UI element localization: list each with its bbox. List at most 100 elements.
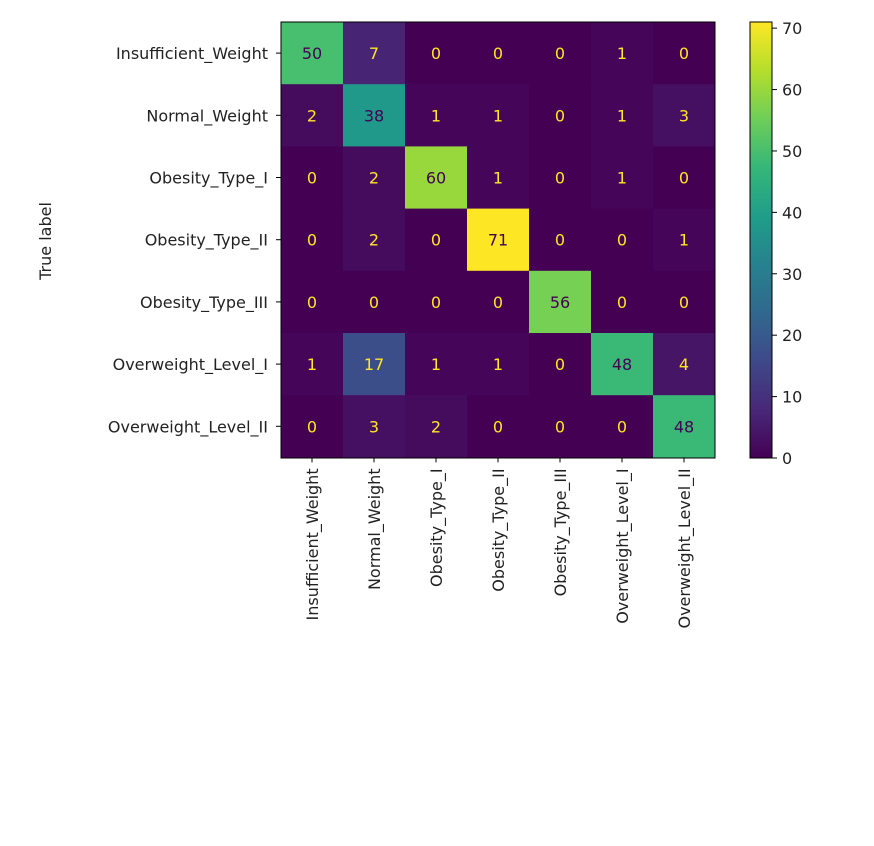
matrix-cell — [653, 146, 716, 210]
x-tick-label: Insufficient_Weight — [303, 468, 323, 620]
colorbar-tick-label: 40 — [782, 203, 802, 222]
cell-value-label: 7 — [369, 44, 379, 63]
matrix-cell — [405, 270, 468, 334]
matrix-cell — [529, 146, 592, 210]
matrix-cell — [591, 22, 654, 85]
matrix-cell — [405, 333, 468, 396]
matrix-cell — [343, 146, 406, 210]
cell-value-label: 4 — [679, 355, 689, 374]
x-tick-label: Overweight_Level_I — [613, 468, 633, 623]
colorbar-tick-label: 20 — [782, 326, 802, 345]
matrix-cell — [467, 22, 530, 85]
cell-value-label: 2 — [307, 106, 317, 125]
matrix-cell — [405, 84, 468, 147]
cell-value-label: 1 — [617, 106, 627, 125]
cell-value-label: 0 — [555, 355, 565, 374]
cell-value-label: 3 — [679, 106, 689, 125]
matrix-cell — [281, 22, 344, 85]
x-tick-label: Obesity_Type_III — [551, 468, 571, 596]
matrix-cell — [591, 270, 654, 334]
matrix-cell — [591, 208, 654, 272]
cell-value-label: 0 — [493, 293, 503, 312]
colorbar-ticks: 0 10 20 30 40 50 60 70 — [772, 19, 802, 468]
matrix-cell — [343, 22, 406, 85]
matrix-cell — [281, 395, 344, 458]
matrix-cell — [281, 208, 344, 272]
cell-value-label: 3 — [369, 417, 379, 436]
matrix-cell — [653, 395, 716, 458]
matrix-cell — [405, 208, 468, 272]
matrix-cell — [653, 84, 716, 147]
cell-value-label: 48 — [612, 355, 632, 374]
matrix-cell — [467, 208, 530, 272]
matrix-cell — [591, 84, 654, 147]
cell-value-label: 1 — [617, 169, 627, 188]
cell-value-label: 0 — [555, 417, 565, 436]
colorbar-tick-label: 30 — [782, 265, 802, 284]
y-tick-label: Obesity_Type_III — [140, 293, 268, 313]
cell-value-label: 0 — [307, 231, 317, 250]
matrix-cell — [529, 395, 592, 458]
matrix-cell — [343, 395, 406, 458]
cell-value-label: 2 — [369, 231, 379, 250]
y-axis: Insufficient_Weight Normal_Weight Obesity_… — [108, 44, 281, 437]
colorbar-gradient — [749, 21, 773, 459]
matrix-cell — [529, 333, 592, 396]
cell-value-label: 0 — [307, 417, 317, 436]
y-tick-label: Obesity_Type_I — [149, 169, 268, 189]
matrix-cell — [281, 270, 344, 334]
cell-value-label: 1 — [307, 355, 317, 374]
cell-value-label: 0 — [555, 106, 565, 125]
colorbar-tick-label: 0 — [782, 449, 792, 468]
matrix-cell — [467, 270, 530, 334]
matrix-cell — [343, 84, 406, 147]
matrix-cell — [591, 395, 654, 458]
cell-value-label: 2 — [369, 169, 379, 188]
colorbar-tick-label: 70 — [782, 19, 802, 38]
cell-value-label: 1 — [679, 231, 689, 250]
cell-value-label: 1 — [493, 169, 503, 188]
matrix-cell — [653, 333, 716, 396]
matrix-cell — [467, 146, 530, 210]
y-tick-label: Overweight_Level_II — [108, 417, 268, 437]
y-tick-label: Normal_Weight — [146, 106, 268, 126]
matrix-cell — [405, 146, 468, 210]
cell-value-label: 2 — [431, 417, 441, 436]
matrix-cell — [529, 270, 592, 334]
cell-value-label: 0 — [555, 231, 565, 250]
matrix-cell — [467, 84, 530, 147]
y-tick-label: Obesity_Type_II — [145, 231, 268, 251]
x-tick-label: Overweight_Level_II — [675, 468, 695, 628]
matrix-cell — [529, 22, 592, 85]
cell-value-label: 0 — [679, 293, 689, 312]
matrix-cells — [281, 22, 716, 458]
cell-value-label: 0 — [555, 169, 565, 188]
matrix-cell — [653, 270, 716, 334]
matrix-cell — [405, 22, 468, 85]
matrix-cell — [281, 333, 344, 396]
cell-value-label: 0 — [369, 293, 379, 312]
cell-value-label: 1 — [617, 44, 627, 63]
matrix-cell — [653, 22, 716, 85]
matrix-cell — [591, 333, 654, 396]
matrix-cell — [529, 208, 592, 272]
cell-value-label: 71 — [488, 231, 508, 250]
matrix-cell — [591, 146, 654, 210]
cell-value-label: 0 — [493, 417, 503, 436]
cell-value-label: 0 — [431, 231, 441, 250]
colorbar-tick-label: 60 — [782, 81, 802, 100]
colorbar: 0 10 20 30 40 50 60 70 — [749, 19, 802, 468]
cell-value-label: 0 — [307, 169, 317, 188]
cell-value-label: 60 — [426, 169, 446, 188]
cell-value-label: 56 — [550, 293, 570, 312]
cell-value-label: 0 — [617, 417, 627, 436]
cell-value-label: 0 — [679, 169, 689, 188]
cell-value-label: 1 — [431, 106, 441, 125]
cell-value-label: 0 — [493, 44, 503, 63]
cell-value-label: 50 — [302, 44, 322, 63]
y-axis-label: True label — [36, 202, 55, 281]
cell-value-label: 38 — [364, 106, 384, 125]
x-tick-label: Normal_Weight — [365, 468, 385, 590]
matrix-cell — [405, 395, 468, 458]
matrix-cell — [653, 208, 716, 272]
